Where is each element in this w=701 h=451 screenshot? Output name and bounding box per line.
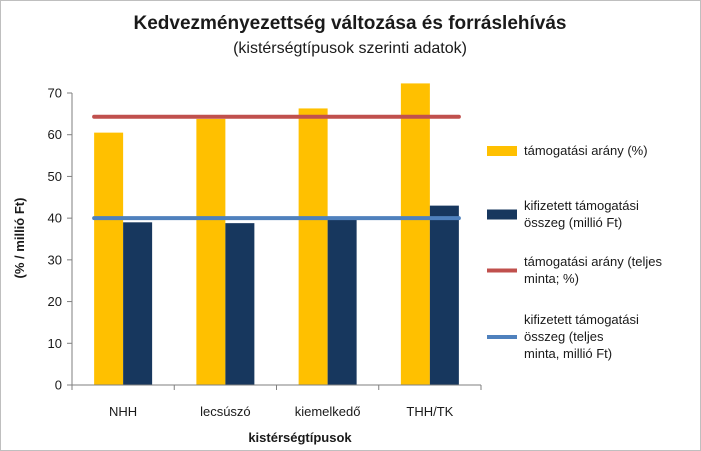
bar-series bbox=[94, 83, 459, 386]
legend-label: kifizetett támogatási bbox=[524, 312, 639, 327]
legend-label: minta; %) bbox=[524, 271, 579, 286]
y-tick-label: 40 bbox=[48, 211, 62, 226]
x-tick-label: NHH bbox=[109, 404, 137, 419]
bar-tamogatasi-arany bbox=[94, 132, 124, 385]
bar-tamogatasi-arany bbox=[400, 83, 430, 386]
legend-label: összeg (teljes bbox=[524, 329, 604, 344]
x-axis-title: kistérségtípusok bbox=[248, 430, 352, 445]
bar-tamogatasi-arany bbox=[196, 118, 226, 385]
legend-swatch bbox=[487, 146, 517, 156]
bar-kifizetett-osszeg bbox=[327, 218, 357, 385]
y-tick-label: 60 bbox=[48, 127, 62, 142]
bar-kifizetett-osszeg bbox=[123, 222, 153, 385]
chart-title: Kedvezményezettség változása és forrásle… bbox=[134, 13, 567, 34]
chart-subtitle: (kistérségtípusok szerinti adatok) bbox=[233, 40, 467, 57]
legend-label: minta, millió Ft) bbox=[524, 346, 612, 361]
x-tick-label: THH/TK bbox=[406, 404, 453, 419]
y-tick-label: 10 bbox=[48, 336, 62, 351]
y-tick-label: 30 bbox=[48, 252, 62, 267]
y-tick-label: 0 bbox=[55, 378, 62, 393]
bar-kifizetett-osszeg bbox=[225, 223, 255, 385]
bar-tamogatasi-arany bbox=[298, 108, 328, 385]
line-series bbox=[92, 114, 461, 221]
x-tick-label: lecsúszó bbox=[200, 404, 251, 419]
y-tick-label: 50 bbox=[48, 169, 62, 184]
legend-label: összeg (millió Ft) bbox=[524, 215, 622, 230]
legend-label: támogatási arány (%) bbox=[524, 143, 648, 158]
legend-swatch bbox=[487, 209, 517, 220]
y-tick-label: 20 bbox=[48, 294, 62, 309]
y-tick-label: 70 bbox=[48, 86, 62, 101]
y-axis-ticks: 0 10 20 30 40 50 60 70 bbox=[48, 86, 72, 393]
legend-label: támogatási arány (teljes bbox=[524, 254, 663, 269]
legend: támogatási arány (%) kifizetett támogatás… bbox=[487, 143, 663, 361]
x-tick-label: kiemelkedő bbox=[295, 404, 361, 419]
bar-kifizetett-osszeg bbox=[429, 205, 459, 385]
y-axis-title: (% / millió Ft) bbox=[12, 198, 27, 279]
legend-label: kifizetett támogatási bbox=[524, 198, 639, 213]
x-axis-ticks: NHH lecsúszó kiemelkedő THH/TK bbox=[71, 385, 482, 419]
